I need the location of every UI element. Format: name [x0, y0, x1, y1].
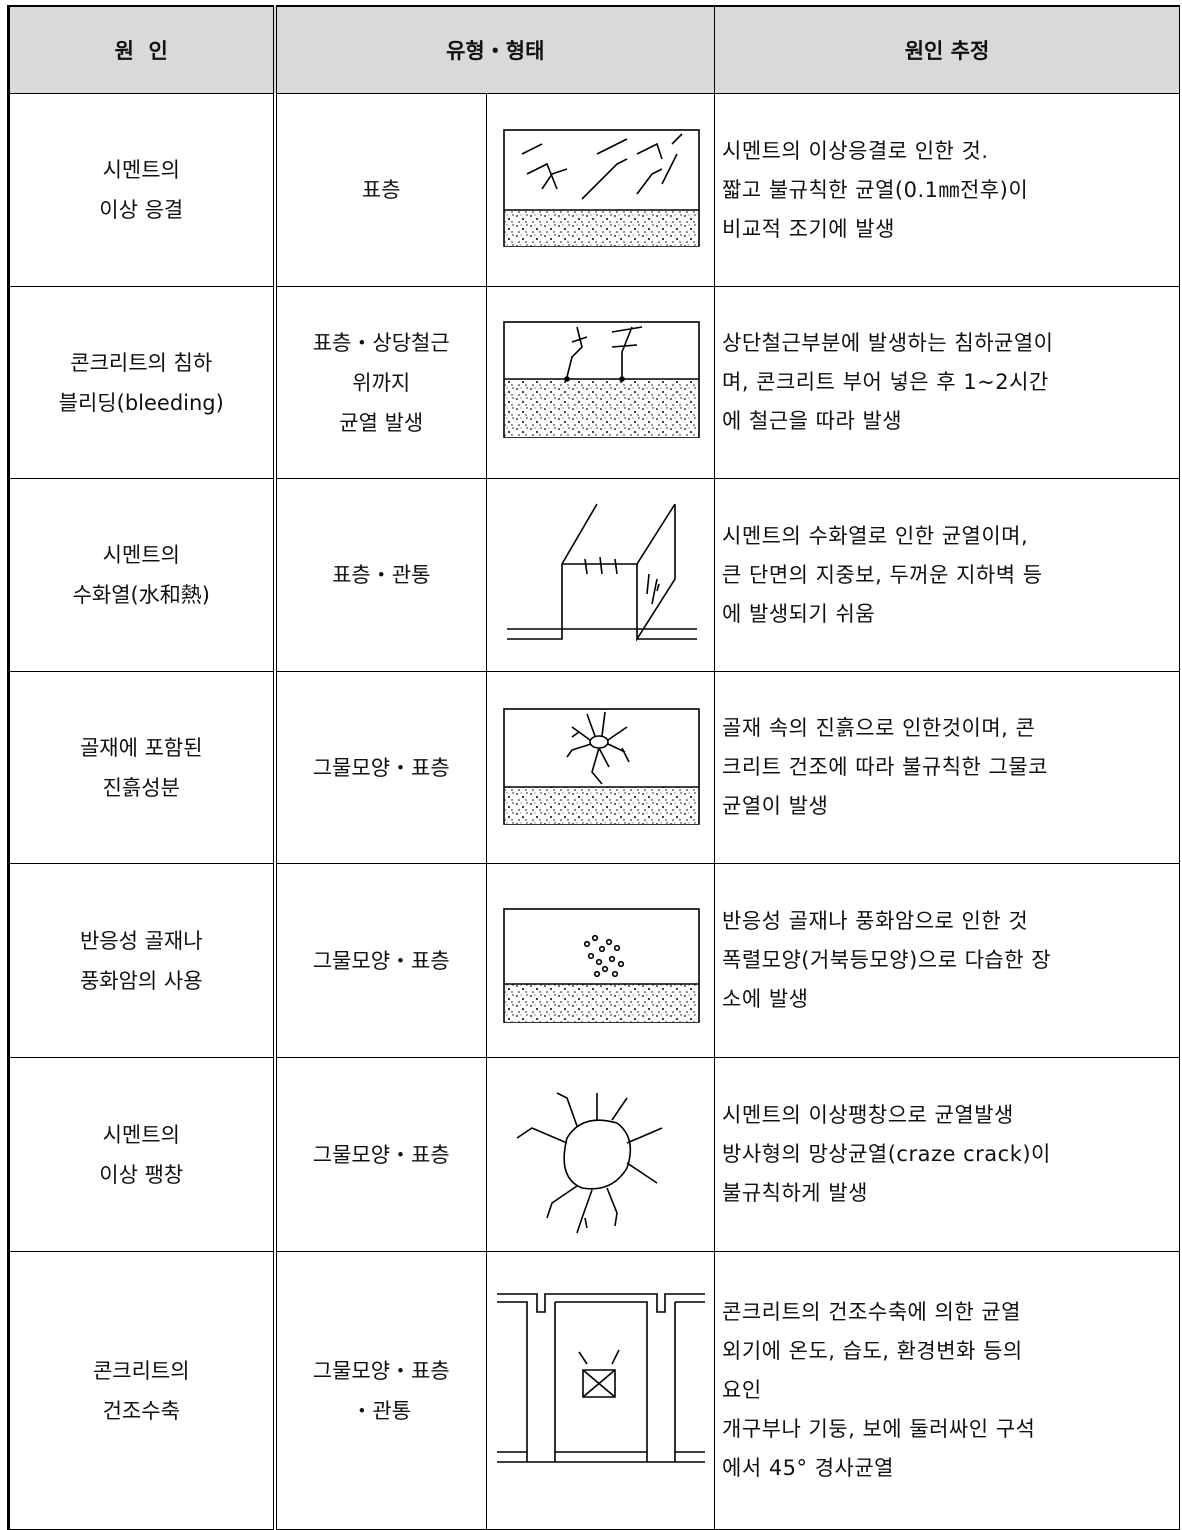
crack-illustration [516, 1092, 663, 1234]
cell-line: 콘크리트의 건조수축에 의한 균열 [722, 1300, 1022, 1324]
type-cell: 그물모양・표층 ・관통 [274, 1251, 487, 1530]
cell-line: 외기에 온도, 습도, 환경변화 등의 [722, 1339, 1023, 1363]
cell-line: 크리트 건조에 따라 불규칙한 그물코 [722, 755, 1048, 779]
crack-illustration [503, 708, 700, 825]
illustration-cell [486, 671, 715, 864]
illustration-cell [486, 1057, 715, 1252]
cell-line: 소에 발생 [722, 987, 809, 1011]
cell-line: 콘크리트의 [92, 1358, 190, 1383]
header-cell: 원인 추정 [714, 5, 1180, 94]
cell-line: 개구부나 기둥, 보에 둘러싸인 구석 [722, 1417, 1036, 1441]
type-cell: 그물모양・표층 [274, 863, 487, 1058]
cell-line: 이상 응결 [99, 198, 184, 222]
cell-line: 에서 45° 경사균열 [722, 1456, 894, 1480]
cell-line: 비교적 조기에 발생 [722, 216, 895, 241]
cell-line: 폭렬모양(거북등모양)으로 다습한 장 [722, 948, 1052, 972]
cell-line: 에 철근을 따라 발생 [722, 409, 903, 433]
cell-line: 에 발생되기 쉬움 [722, 601, 876, 626]
type-cell: 그물모양・표층 [274, 671, 487, 864]
cell-line: 요인 [722, 1378, 762, 1402]
header-row: 원 인 유형・형태 원인 추정 [7, 5, 1180, 94]
type-cell: 그물모양・표층 [274, 1057, 487, 1252]
illustration-cell [486, 286, 715, 479]
illustration-cell [486, 478, 715, 672]
cell-line: 블리딩(bleeding) [58, 390, 224, 415]
cell-line: 그물모양・표층 [312, 1358, 450, 1383]
cell-line: 시멘트의 [102, 543, 180, 567]
illustration-cell [486, 1251, 715, 1530]
illustration-cell [486, 93, 715, 287]
cell-line: 이상 팽창 [99, 1162, 184, 1187]
cell-line: 짧고 불규칙한 균열(0.1㎜전후)이 [722, 177, 1029, 202]
type-cell: 표층・관통 [274, 478, 487, 672]
crack-illustration [503, 129, 700, 247]
cell-line: 그물모양・표층 [312, 1142, 450, 1167]
crack-illustration [497, 1293, 705, 1463]
cell-line: 시멘트의 이상팽창으로 균열발생 [722, 1103, 1014, 1127]
header-cell: 유형・형태 [274, 5, 715, 94]
cell-line: 균열 발생 [339, 410, 424, 435]
cell-line: 풍화암의 사용 [79, 968, 203, 993]
cell-line: 큰 단면의 지중보, 두꺼운 지하벽 등 [722, 562, 1043, 587]
table-body: 시멘트의 이상 응결 표층 시멘트의 이상응결로 인한 것. 짧고 불규칙한 균열(0.… [7, 93, 1180, 1530]
cell-line: 균열이 발생 [722, 794, 829, 818]
cell-line: 건조수축 [102, 1398, 180, 1423]
table-row: 콘크리트의 침하 블리딩(bleeding) 표층・상당철근 위까지 균열 발생 상단철근… [7, 286, 1180, 479]
cell-line: 시멘트의 [102, 1122, 180, 1147]
cell-line: 위까지 [352, 370, 411, 395]
crack-illustration [503, 908, 700, 1023]
cell-line: 시멘트의 이상응결로 인한 것. [722, 138, 989, 163]
cell-line: 상단철근부분에 발생하는 침하균열이 [722, 331, 1054, 355]
cell-line: 그물모양・표층 [312, 755, 450, 780]
cell-line: 반응성 골재나 풍화암으로 인한 것 [722, 909, 1029, 933]
cell-line: 불규칙하게 발생 [722, 1181, 868, 1205]
cell-line: 반응성 골재나 [79, 928, 203, 953]
cause-table: 원 인 유형・형태 원인 추정 시멘트의 이상 응결 표층 시멘트의 이상응결로 인한… [7, 5, 1180, 1530]
cell-line: ・관통 [351, 1398, 412, 1423]
crack-illustration [503, 321, 700, 438]
cell-line: 표층・상당철근 [312, 330, 450, 355]
cell-line: 시멘트의 [102, 158, 180, 182]
cell-line: 수화열(水和熱) [72, 583, 210, 607]
crack-illustration [507, 503, 697, 642]
cell-line: 그물모양・표층 [312, 948, 450, 973]
illustration-cell [486, 863, 715, 1058]
type-cell: 표층 [274, 93, 487, 287]
cell-line: 시멘트의 수화열로 인한 균열이며, [722, 523, 1029, 548]
cell-line: 며, 콘크리트 부어 넣은 후 1~2시간 [722, 370, 1049, 394]
cell-line: 콘크리트의 침하 [70, 350, 213, 375]
cell-line: 표층 [361, 178, 401, 202]
header-cell: 원 인 [7, 5, 277, 94]
cell-line: 골재에 포함된 [79, 735, 203, 760]
cell-line: 방사형의 망상균열(craze crack)이 [722, 1142, 1051, 1166]
cell-line: 표층・관통 [332, 563, 431, 587]
cell-line: 진흙성분 [102, 775, 180, 800]
cell-line: 골재 속의 진흙으로 인한것이며, 콘 [722, 716, 1036, 740]
